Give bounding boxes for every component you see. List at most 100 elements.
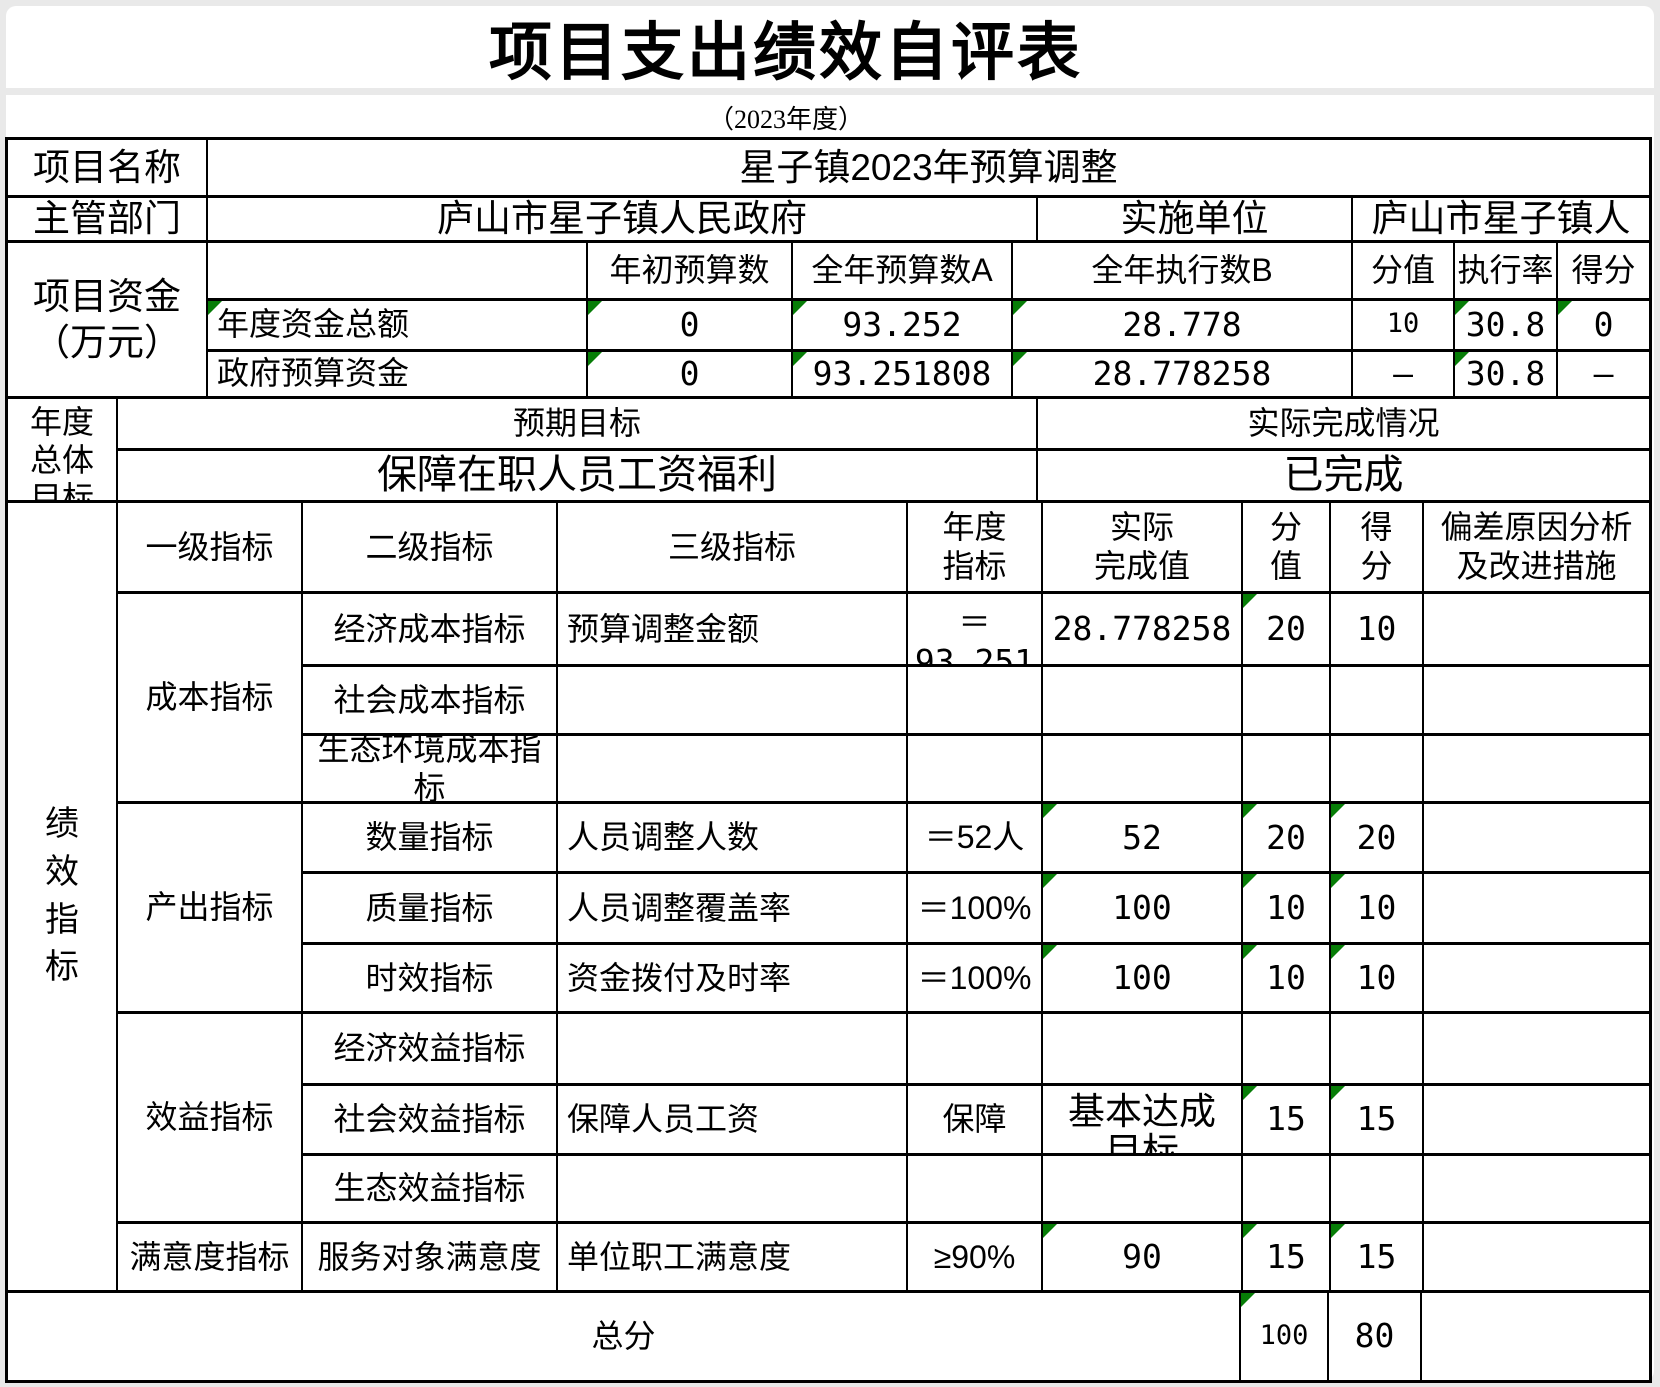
cell-level3 — [558, 667, 908, 734]
cell-deviation — [1424, 736, 1649, 801]
col-score: 得分 — [1571, 251, 1636, 288]
table-row: 时效指标 资金拨付及时率 ＝100% 100 10 10 — [303, 942, 1649, 1012]
impl-unit-value: 庐山市星子镇人 — [1371, 198, 1631, 240]
funds-row-name: 政府预算资金 — [208, 351, 588, 396]
cell-score: 10 — [1331, 945, 1424, 1012]
cell-actual — [1043, 736, 1243, 802]
expected-goal-header: 预期目标 — [118, 399, 1038, 449]
cell-points — [1243, 1014, 1331, 1083]
cell-score: 20 — [1331, 804, 1424, 872]
cell-points: — — [1353, 351, 1455, 396]
col-level1: 一级指标 — [118, 503, 303, 592]
cell-score: 10 — [1331, 594, 1424, 665]
table-row: 生态环境成本指标 — [303, 733, 1649, 802]
cell-score: 10 — [1331, 874, 1424, 943]
annual-goal-label: 年度总体目标 — [8, 399, 118, 500]
cell-actual: 基本达成 目标 — [1043, 1085, 1243, 1153]
row-total-score: 总分 100 80 — [8, 1290, 1649, 1380]
cell-actual: 90 — [1043, 1224, 1243, 1290]
total-label: 总分 — [8, 1293, 1241, 1380]
col-exec-rate: 执行率 — [1455, 243, 1558, 298]
cell-score — [1331, 1155, 1424, 1222]
cell-deviation — [1424, 874, 1649, 942]
cell-target: ＝ 93.251 — [908, 594, 1043, 665]
row-department: 主管部门 庐山市星子镇人民政府 实施单位 庐山市星子镇人 — [8, 195, 1649, 240]
cell-points: 10 — [1243, 945, 1331, 1012]
actual-completion-header: 实际完成情况 — [1247, 405, 1440, 442]
cell-points: 10 — [1243, 874, 1331, 943]
cell-actual — [1043, 1014, 1243, 1083]
performance-table: 项目名称 星子镇2023年预算调整 主管部门 庐山市星子镇人民政府 实施单位 庐… — [5, 137, 1652, 1383]
cell-deviation — [1424, 945, 1649, 1011]
table-row: 经济成本指标 预算调整金额 ＝ 93.251 28.778258 20 10 — [303, 594, 1649, 665]
cell-level2: 数量指标 — [303, 804, 558, 872]
cell-deviation — [1424, 1224, 1649, 1290]
page-title: 项目支出绩效自评表 — [489, 17, 1083, 88]
row-project-name: 项目名称 星子镇2023年预算调整 — [8, 140, 1649, 195]
cell-deviation — [1424, 594, 1649, 664]
cell-executed: 28.778258 — [1013, 351, 1353, 396]
cell-target — [908, 1014, 1043, 1083]
col-points: 分值 — [1243, 503, 1331, 592]
cell-points: 20 — [1243, 594, 1331, 665]
funds-row-gov: 政府预算资金 0 93.251808 28.778258 — 30.8 — — [208, 348, 1649, 396]
cell-level3: 预算调整金额 — [558, 594, 908, 665]
cell-actual: 100 — [1043, 945, 1243, 1012]
cell-deviation — [1424, 667, 1649, 733]
table-row: 社会效益指标 保障人员工资 保障 基本达成 目标 15 15 — [303, 1082, 1649, 1153]
cell-points — [1243, 1155, 1331, 1222]
group-name: 产出指标 — [118, 804, 303, 1012]
col-deviation: 偏差原因分析 及改进措施 — [1440, 509, 1633, 585]
cell-level3 — [558, 736, 908, 802]
cell-deviation — [1424, 804, 1649, 871]
group-output: 产出指标 数量指标 人员调整人数 ＝52人 52 20 20 质量指标 — [118, 801, 1649, 1012]
cell-level3 — [558, 1014, 908, 1083]
col-level2: 二级指标 — [303, 503, 558, 592]
col-executed: 全年执行数B — [1013, 243, 1353, 298]
cell-initial: 0 — [588, 300, 793, 349]
page-subtitle: （2023年度） — [707, 105, 864, 134]
cell-target — [908, 736, 1043, 802]
funds-row-name: 年度资金总额 — [208, 300, 588, 349]
cell-target: ＝52人 — [908, 804, 1043, 872]
total-score: 80 — [1329, 1293, 1422, 1380]
cell-level2: 社会效益指标 — [303, 1085, 558, 1153]
cell-score: 15 — [1331, 1224, 1424, 1290]
cell-points — [1243, 736, 1331, 802]
cell-points — [1243, 667, 1331, 734]
funds-row-total: 年度资金总额 0 93.252 28.778 10 30.8 0 — [208, 297, 1649, 349]
col-annual-budget: 全年预算数A — [793, 243, 1013, 298]
section-annual-goal: 年度总体目标 预期目标 实际完成情况 保障在职人员工资福利 已完成 — [8, 396, 1649, 500]
cell-target: 保障 — [908, 1085, 1043, 1153]
cell-level3: 人员调整覆盖率 — [558, 874, 908, 943]
cell-deviation — [1424, 1014, 1649, 1082]
cell-executed: 28.778 — [1013, 300, 1353, 349]
table-row: 生态效益指标 — [303, 1152, 1649, 1222]
cell-annual-budget: 93.252 — [793, 300, 1013, 349]
cell-level2: 经济效益指标 — [303, 1014, 558, 1083]
impl-unit-label: 实施单位 — [1038, 198, 1353, 240]
group-satisfaction: 满意度指标 服务对象满意度 单位职工满意度 ≥90% 90 15 15 — [118, 1221, 1649, 1290]
cell-points: 15 — [1243, 1085, 1331, 1153]
funds-label: 项目资金 （万元） — [8, 243, 208, 396]
indicators-header-row: 一级指标 二级指标 三级指标 年度 指标 实际 完成值 分值 得分 — [118, 503, 1649, 592]
project-name-value: 星子镇2023年预算调整 — [739, 146, 1118, 188]
indicators-label: 绩效指标 — [8, 503, 118, 1290]
group-benefit: 效益指标 经济效益指标 社会效益指标 — [118, 1011, 1649, 1222]
cell-level3: 人员调整人数 — [558, 804, 908, 872]
cell-exec-rate: 30.8 — [1455, 351, 1558, 396]
funds-corner-cell — [208, 243, 588, 298]
cell-level2: 时效指标 — [303, 945, 558, 1012]
cell-score — [1331, 736, 1424, 802]
col-score: 得分 — [1331, 503, 1424, 592]
expected-goal-value: 保障在职人员工资福利 — [118, 451, 1038, 500]
table-row: 经济效益指标 — [303, 1014, 1649, 1083]
group-name: 效益指标 — [118, 1014, 303, 1222]
cell-points: 10 — [1353, 300, 1455, 349]
cell-score: 15 — [1331, 1085, 1424, 1153]
section-project-funds: 项目资金 （万元） 年初预算数 全年预算数A 全年执行数B 分值 执行率 得分 … — [8, 240, 1649, 396]
cell-level2: 生态效益指标 — [303, 1155, 558, 1222]
total-points: 100 — [1241, 1293, 1329, 1380]
cell-target: ＝100% — [908, 945, 1043, 1012]
